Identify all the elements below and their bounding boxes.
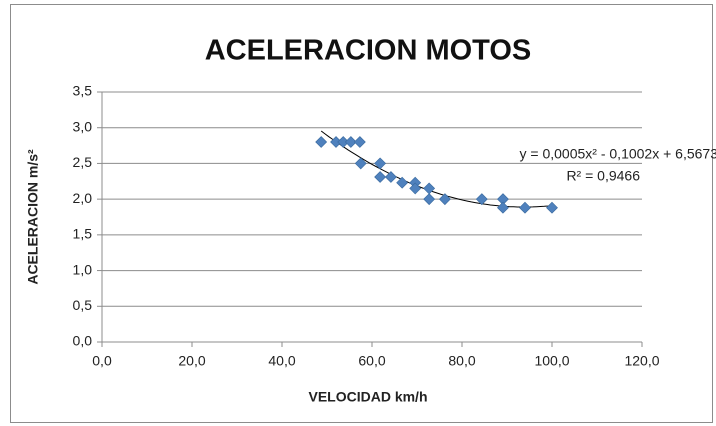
data-point (423, 193, 436, 206)
trendline (320, 130, 553, 208)
x-axis-label: VELOCIDAD km/h (308, 389, 427, 405)
y-tick-label: 2,5 (73, 154, 93, 170)
x-tick-label: 60,0 (358, 353, 385, 369)
y-tick-label: 0,0 (73, 333, 93, 349)
data-point (519, 201, 531, 214)
data-point (374, 171, 387, 183)
data-point (438, 193, 451, 206)
y-tick-label: 2,0 (73, 190, 93, 206)
data-point (374, 157, 387, 170)
x-tick-label: 40,0 (268, 353, 295, 369)
x-tick-label: 20,0 (178, 353, 205, 369)
data-point (344, 136, 357, 148)
data-point (475, 193, 488, 206)
x-tick-label: 120,0 (624, 353, 659, 369)
data-point (315, 136, 328, 148)
x-tick-label: 0,0 (92, 353, 112, 369)
y-tick-label: 1,5 (73, 226, 93, 242)
y-tick-label: 0,5 (73, 297, 93, 313)
x-tick-label: 100,0 (534, 353, 569, 369)
y-tick-label: 3,0 (73, 118, 93, 134)
x-tick-label: 80,0 (448, 353, 475, 369)
chart-border (10, 4, 713, 423)
trendline-r2: R² = 0,9466 (566, 168, 640, 184)
data-point (497, 201, 509, 214)
data-point (354, 157, 367, 170)
y-tick-label: 1,0 (73, 261, 93, 277)
data-point (384, 171, 397, 183)
y-axis-label: ACELERACION m/s² (25, 149, 41, 285)
chart-title: ACELERACION MOTOS (205, 35, 532, 67)
data-point (396, 176, 409, 189)
data-point (353, 136, 366, 148)
data-point (409, 182, 422, 195)
data-point (546, 201, 558, 214)
y-tick-label: 3,5 (73, 83, 93, 99)
trendline-equation: y = 0,0005x² - 0,1002x + 6,5673 (520, 146, 716, 162)
